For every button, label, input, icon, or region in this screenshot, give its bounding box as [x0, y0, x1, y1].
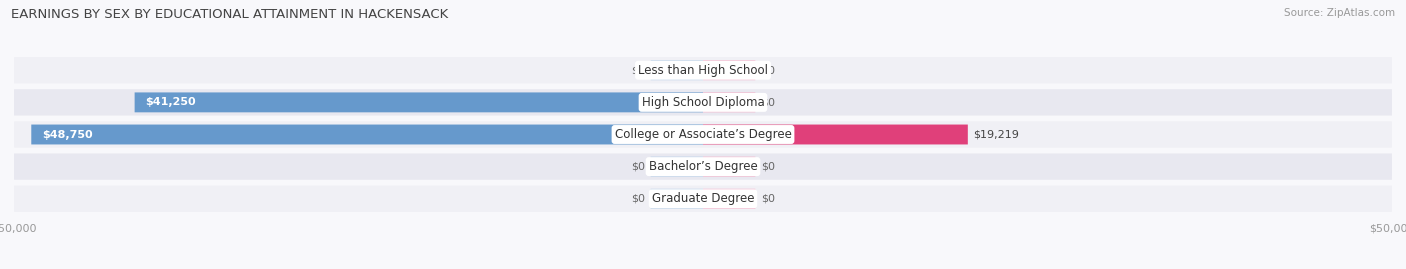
Text: Source: ZipAtlas.com: Source: ZipAtlas.com: [1284, 8, 1395, 18]
Text: $0: $0: [631, 194, 645, 204]
FancyBboxPatch shape: [31, 125, 703, 144]
Text: $0: $0: [761, 162, 775, 172]
FancyBboxPatch shape: [703, 189, 755, 209]
Text: $0: $0: [631, 65, 645, 75]
Text: $19,219: $19,219: [973, 129, 1019, 140]
Text: College or Associate’s Degree: College or Associate’s Degree: [614, 128, 792, 141]
Text: EARNINGS BY SEX BY EDUCATIONAL ATTAINMENT IN HACKENSACK: EARNINGS BY SEX BY EDUCATIONAL ATTAINMEN…: [11, 8, 449, 21]
FancyBboxPatch shape: [14, 57, 1392, 83]
Text: $48,750: $48,750: [42, 129, 93, 140]
FancyBboxPatch shape: [703, 125, 967, 144]
Text: $0: $0: [631, 162, 645, 172]
FancyBboxPatch shape: [14, 121, 1392, 148]
Text: $0: $0: [761, 97, 775, 107]
FancyBboxPatch shape: [651, 60, 703, 80]
FancyBboxPatch shape: [651, 189, 703, 209]
Text: Bachelor’s Degree: Bachelor’s Degree: [648, 160, 758, 173]
Text: High School Diploma: High School Diploma: [641, 96, 765, 109]
FancyBboxPatch shape: [703, 157, 755, 176]
FancyBboxPatch shape: [651, 157, 703, 176]
Text: $0: $0: [761, 65, 775, 75]
FancyBboxPatch shape: [14, 186, 1392, 212]
FancyBboxPatch shape: [135, 93, 703, 112]
FancyBboxPatch shape: [703, 93, 755, 112]
Text: Less than High School: Less than High School: [638, 64, 768, 77]
FancyBboxPatch shape: [14, 153, 1392, 180]
Text: $0: $0: [761, 194, 775, 204]
FancyBboxPatch shape: [703, 60, 755, 80]
FancyBboxPatch shape: [14, 89, 1392, 116]
Text: $41,250: $41,250: [146, 97, 197, 107]
Text: Graduate Degree: Graduate Degree: [652, 192, 754, 205]
